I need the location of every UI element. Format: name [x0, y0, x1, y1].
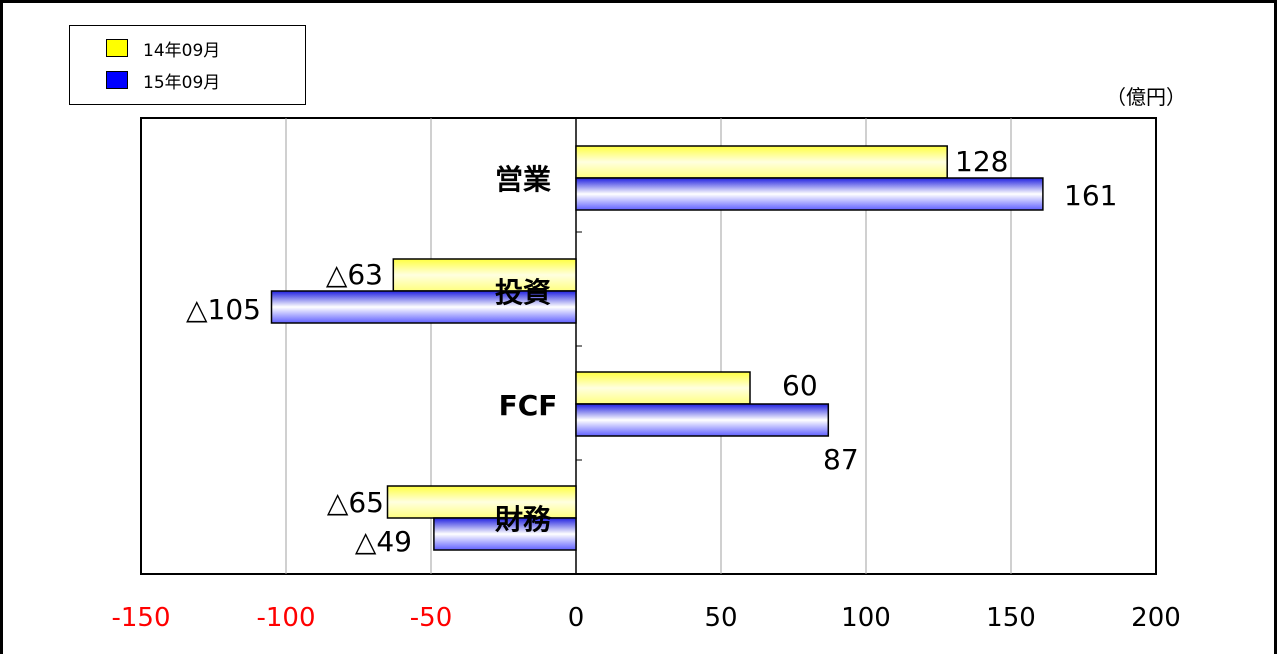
bar-fcf-2015 — [575, 403, 830, 437]
legend-swatch-2014 — [106, 39, 128, 57]
bar-finance-2015 — [433, 517, 577, 551]
legend-item-2015: 15年09月 — [106, 68, 221, 93]
category-label-finance: 財務 — [495, 503, 552, 536]
bar-sales-2014 — [575, 145, 948, 179]
legend: 14年09月 15年09月 — [69, 25, 306, 105]
x-tick-label: 200 — [1131, 603, 1181, 633]
data-label-sales-2015: 161 — [1064, 179, 1117, 212]
data-label-fcf-2014: 60 — [782, 369, 818, 402]
data-label-sales-2014: 128 — [955, 145, 1008, 178]
bar-invest-2015 — [270, 290, 577, 324]
x-tick-label: 150 — [986, 603, 1036, 633]
x-tick-label: -50 — [410, 603, 452, 633]
data-label-finance-2015: △49 — [355, 525, 412, 558]
bar-sales-2015 — [575, 177, 1044, 211]
data-label-finance-2014: △65 — [327, 486, 384, 519]
bar-invest-2014 — [392, 258, 577, 292]
data-label-fcf-2015: 87 — [823, 443, 859, 476]
unit-label: （億円） — [1106, 85, 1186, 109]
legend-label-2014: 14年09月 — [143, 40, 221, 61]
x-tick-label: 100 — [841, 603, 891, 633]
legend-item-2014: 14年09月 — [106, 36, 221, 61]
x-tick-label: -100 — [256, 603, 315, 633]
bar-fcf-2014 — [575, 371, 751, 405]
x-tick-label: 50 — [704, 603, 737, 633]
data-label-invest-2014: △63 — [326, 258, 383, 291]
legend-swatch-2015 — [106, 71, 128, 89]
x-tick-label: -150 — [111, 603, 170, 633]
category-label-invest: 投資 — [495, 276, 551, 309]
data-label-invest-2015: △105 — [186, 293, 261, 326]
category-label-fcf: FCF — [499, 389, 558, 422]
x-tick-label: 0 — [568, 603, 585, 633]
bar-finance-2014 — [386, 485, 577, 519]
category-label-sales: 営業 — [495, 163, 551, 196]
legend-label-2015: 15年09月 — [143, 72, 221, 93]
